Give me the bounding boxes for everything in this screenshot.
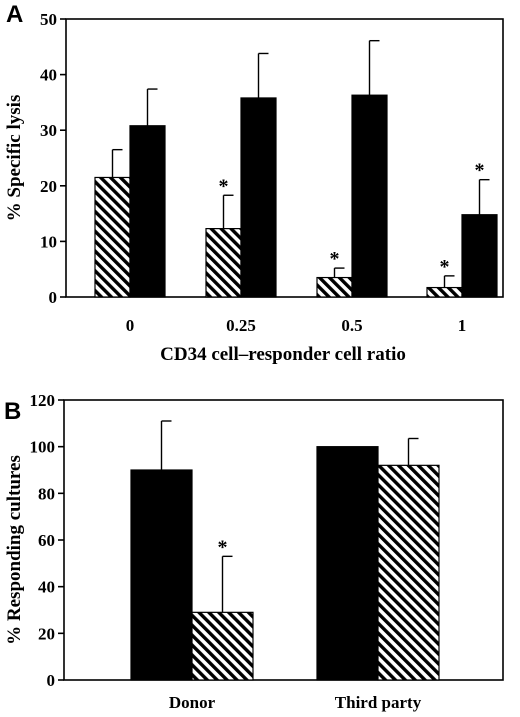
solid-bar (130, 469, 193, 681)
significance-marker: * (475, 160, 485, 182)
x-tick-label: Donor (169, 693, 216, 712)
panel-a-y-axis-title: % Specific lysis (4, 95, 25, 222)
panel-a: A % Specific lysis CD34 cell–responder c… (4, 1, 504, 365)
x-tick-label: 0 (126, 316, 135, 335)
significance-marker: * (440, 256, 450, 278)
y-tick-label: 0 (49, 288, 58, 307)
y-tick-label: 20 (40, 177, 57, 196)
hatched-bar (426, 286, 463, 298)
y-tick-label: 80 (38, 484, 55, 503)
y-tick-label: 60 (38, 531, 55, 550)
significance-marker: * (330, 248, 340, 270)
solid-bar (240, 97, 277, 298)
panel-a-bars: * * * * (94, 39, 498, 298)
panel-a-x-ticks: 0 0.25 0.5 1 (126, 316, 467, 335)
hatched-bar (94, 176, 131, 298)
significance-marker: * (219, 175, 229, 197)
solid-bar (351, 94, 388, 298)
y-tick-label: 40 (38, 578, 55, 597)
x-tick-label: 0.25 (226, 316, 256, 335)
x-tick-label: 1 (458, 316, 467, 335)
solid-bar (461, 214, 498, 298)
panel-b-x-ticks: Donor Third party (169, 693, 422, 712)
panel-a-x-axis-title: CD34 cell–responder cell ratio (160, 344, 406, 365)
x-tick-label: 0.5 (341, 316, 362, 335)
x-tick-label: Third party (335, 693, 422, 712)
y-tick-label: 0 (47, 671, 56, 690)
y-tick-label: 100 (30, 438, 56, 457)
solid-bar (129, 125, 166, 298)
panel-b-y-ticks: 0 20 40 60 80 100 120 (30, 391, 64, 690)
panel-b-y-axis-title: % Responding cultures (4, 455, 25, 645)
y-tick-label: 10 (40, 232, 57, 251)
panel-b-label: B (4, 398, 21, 425)
panel-b-bars: * (130, 420, 440, 681)
hatched-bar (377, 464, 440, 681)
y-tick-label: 20 (38, 624, 55, 643)
y-tick-label: 50 (40, 10, 57, 29)
y-tick-label: 120 (30, 391, 56, 410)
y-tick-label: 30 (40, 121, 57, 140)
hatched-bar (191, 611, 254, 681)
significance-marker: * (218, 536, 228, 558)
y-tick-label: 40 (40, 66, 57, 85)
panel-a-frame (65, 18, 504, 298)
hatched-bar (205, 228, 242, 298)
panel-a-y-ticks: 0 10 20 30 40 50 (40, 10, 66, 307)
hatched-bar (316, 276, 353, 298)
panel-a-label: A (6, 1, 23, 28)
solid-bar (316, 446, 379, 681)
panel-b: B % Responding cultures 020406080100120 … (4, 391, 504, 712)
